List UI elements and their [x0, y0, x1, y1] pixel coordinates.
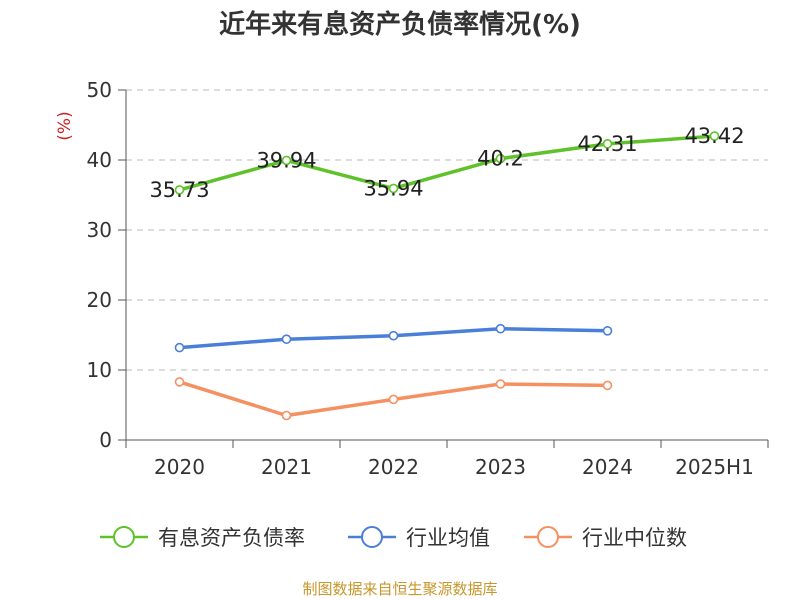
data-label: 39.94	[256, 148, 316, 172]
legend-label: 行业中位数	[582, 526, 687, 550]
data-point	[281, 155, 292, 166]
x-tick-label: 2023	[475, 455, 526, 479]
data-point	[602, 380, 613, 391]
source-note: 制图数据来自恒生聚源数据库	[302, 580, 498, 598]
legend-item[interactable]: 行业中位数	[524, 526, 687, 550]
y-tick-label: 0	[99, 428, 112, 452]
y-tick-label: 50	[87, 78, 112, 102]
data-label: 42.31	[577, 132, 637, 156]
series	[174, 131, 720, 421]
data-point	[709, 131, 720, 141]
x-tick-label: 2020	[154, 455, 205, 479]
data-point	[388, 330, 399, 341]
x-tick-label: 2024	[582, 455, 633, 479]
series-1	[174, 323, 613, 353]
data-point	[388, 394, 399, 405]
data-point	[495, 153, 506, 164]
y-tick-label: 10	[87, 358, 112, 382]
legend-label: 行业均值	[406, 526, 490, 550]
data-point	[281, 410, 292, 421]
chart-title: 近年来有息资产负债率情况(%)	[219, 10, 581, 40]
y-tick-label: 20	[87, 288, 112, 312]
data-point	[281, 334, 292, 345]
series-0	[174, 131, 720, 195]
data-label: 40.2	[477, 147, 524, 171]
legend-item[interactable]: 有息资产负债率	[100, 526, 305, 550]
y-tick-label: 30	[87, 218, 112, 242]
data-labels: 35.73 39.94 35.94 40.2 42.31 43.42	[149, 124, 744, 202]
data-point	[174, 377, 185, 387]
x-tick-label: 2025H1	[675, 455, 754, 479]
axes: 0 10 20 30 40 50 2020 2021 2022 2023 2024 2025H1	[87, 78, 769, 479]
y-tick-label: 40	[87, 148, 112, 172]
data-point	[495, 323, 506, 334]
x-tick-label: 2022	[368, 455, 419, 479]
legend-marker-icon	[537, 526, 559, 548]
data-point	[602, 139, 613, 149]
data-point	[174, 185, 185, 195]
data-label: 35.73	[149, 178, 209, 202]
data-point	[174, 342, 185, 353]
y-axis-label: (%)	[55, 111, 75, 140]
series-line	[179, 134, 715, 192]
data-point	[602, 325, 613, 336]
data-point	[388, 183, 399, 194]
legend-marker-icon	[361, 526, 383, 548]
grid-lines	[126, 89, 768, 371]
data-label: 43.42	[684, 124, 744, 148]
data-label: 35.94	[363, 176, 423, 200]
x-tick-label: 2021	[261, 455, 312, 479]
legend-label: 有息资产负债率	[158, 526, 305, 550]
legend-item[interactable]: 行业均值	[348, 526, 490, 550]
series-2	[174, 377, 613, 421]
legend: 有息资产负债率 行业均值 行业中位数	[100, 526, 687, 550]
legend-marker-icon	[113, 526, 135, 548]
data-point	[495, 379, 506, 389]
